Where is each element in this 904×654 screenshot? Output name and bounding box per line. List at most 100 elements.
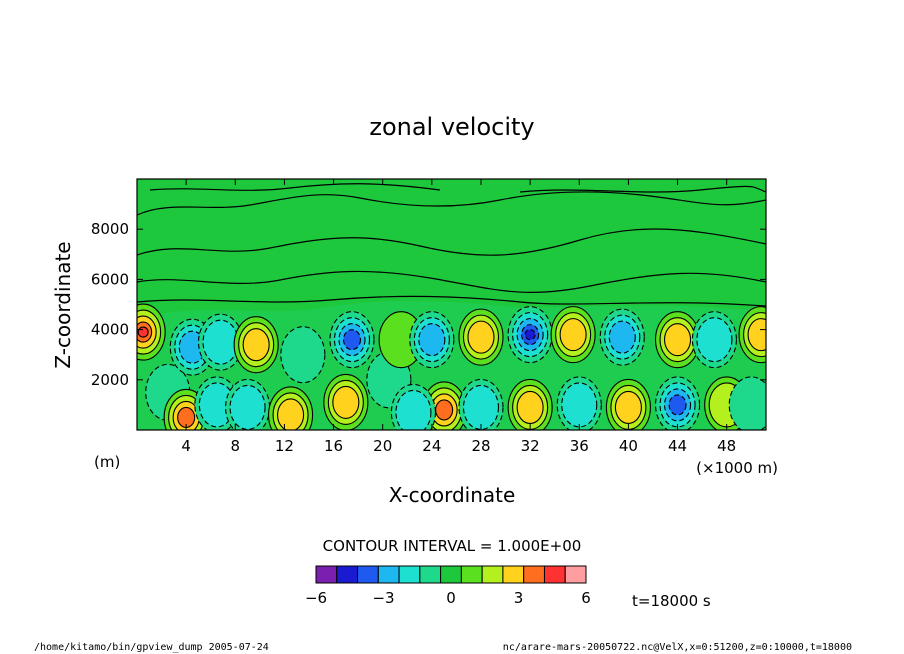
x-axis-ticks: 4 8 12 16 20 24 28 32 36 40 44 48 [181, 179, 736, 455]
feature-contour [467, 320, 495, 354]
colorbar-swatch [357, 565, 379, 584]
x-tick-label: 16 [324, 437, 343, 455]
velocity-feature [268, 386, 314, 430]
feature-contour [202, 319, 239, 365]
x-units-label: (×1000 m) [696, 459, 778, 477]
velocity-feature [280, 326, 326, 384]
contour-label: 0.00 [465, 0, 496, 4]
x-tick-label: 32 [521, 437, 540, 455]
zero-contour [519, 185, 766, 193]
footer-right: nc/arare-mars-20050722.nc@VelX,x=0:51200… [503, 642, 852, 653]
feature-contour [418, 323, 446, 357]
y-tick-label: 6000 [91, 270, 129, 288]
y-units-label: (m) [94, 453, 120, 471]
contour-lines [137, 183, 766, 307]
velocity-feature [728, 376, 766, 430]
velocity-feature [458, 308, 504, 366]
x-tick-label: 44 [668, 437, 687, 455]
chart-title: zonal velocity [369, 113, 534, 141]
colorbar-tick-label: 6 [581, 589, 591, 607]
feature-contour [608, 320, 636, 354]
velocity-feature [458, 378, 504, 430]
feature-contour [668, 394, 687, 416]
contour-interval-label: CONTOUR INTERVAL = 1.000E+00 [323, 537, 582, 555]
contour-label: 0.00 [456, 0, 487, 4]
velocity-feature [556, 376, 602, 430]
velocity-feature [225, 378, 271, 430]
contour-label: 0.00 [650, 0, 681, 4]
contour-label: 0.00 [677, 0, 708, 4]
y-axis-label: Z-coordinate [51, 241, 75, 368]
x-axis-label: X-coordinate [389, 483, 516, 507]
contour-label: 0.00 [576, 0, 607, 4]
feature-contour [280, 326, 326, 384]
velocity-feature [599, 308, 645, 366]
plot-frame [136, 178, 767, 431]
colorbar-swatch [419, 565, 442, 584]
zero-contour [137, 270, 766, 293]
feature-contour [524, 329, 536, 341]
colorbar-tick-label: 3 [514, 589, 524, 607]
x-tick-label: 4 [181, 437, 191, 455]
feature-contour [747, 318, 766, 352]
velocity-feature [197, 313, 244, 371]
y-tick-label: 4000 [91, 321, 129, 339]
colorbar-swatch [377, 565, 400, 584]
colorbar-tick-label: −3 [372, 589, 394, 607]
x-tick-label: 48 [717, 437, 736, 455]
x-tick-label: 24 [422, 437, 441, 455]
velocity-feature [409, 311, 455, 369]
colorbar-swatch [440, 565, 462, 584]
x-tick-label: 36 [570, 437, 589, 455]
y-tick-label: 2000 [91, 371, 129, 389]
velocity-feature [738, 306, 766, 364]
feature-contour [137, 326, 149, 338]
y-tick-label: 8000 [91, 220, 129, 238]
x-tick-label: 8 [231, 437, 241, 455]
feature-contour [728, 376, 766, 430]
time-label: t=18000 s [632, 592, 711, 610]
feature-contour [614, 390, 642, 424]
feature-contour [342, 329, 362, 351]
colorbar-swatch [460, 565, 483, 584]
x-tick-label: 20 [373, 437, 392, 455]
colorbar-swatch [315, 565, 338, 584]
velocity-feature [323, 373, 369, 430]
colorbar-swatch [336, 565, 359, 584]
footer-left: /home/kitamo/bin/gpview_dump 2005-07-24 [34, 642, 269, 653]
contour-labels: 0.000.000.000.000.000.000.00 [230, 0, 708, 4]
feature-contour [242, 328, 270, 362]
velocity-feature [507, 378, 553, 430]
contour-label: 0.00 [291, 0, 322, 4]
feature-contour [332, 385, 360, 419]
colorbar-swatch [502, 565, 525, 584]
velocity-feature [233, 316, 279, 374]
x-tick-label: 28 [471, 437, 490, 455]
x-tick-label: 40 [619, 437, 638, 455]
feature-contour [229, 384, 266, 430]
colorbar-tick-label: −6 [305, 589, 327, 607]
feature-contour [277, 398, 305, 430]
contour-label: 0.00 [230, 0, 261, 4]
colorbar-swatch [564, 565, 587, 584]
colorbar [315, 565, 587, 584]
feature-contour [561, 382, 598, 428]
velocity-feature [691, 311, 737, 369]
zero-contour [137, 228, 766, 256]
x-tick-label: 12 [275, 437, 294, 455]
velocity-feature [507, 306, 553, 364]
velocity-feature [390, 383, 436, 430]
zero-contour [137, 191, 766, 216]
feature-contour [462, 384, 500, 430]
colorbar-swatch [543, 565, 566, 584]
colorbar-swatch [523, 565, 545, 584]
colorbar-tick-labels: −6 −3 0 3 6 [305, 589, 591, 607]
velocity-feature [137, 303, 166, 361]
velocity-features [137, 301, 766, 430]
colorbar-swatch [481, 565, 504, 584]
colorbar-tick-label: 0 [446, 589, 456, 607]
velocity-feature [655, 376, 701, 430]
zero-contour [137, 295, 766, 307]
feature-contour [559, 318, 587, 352]
